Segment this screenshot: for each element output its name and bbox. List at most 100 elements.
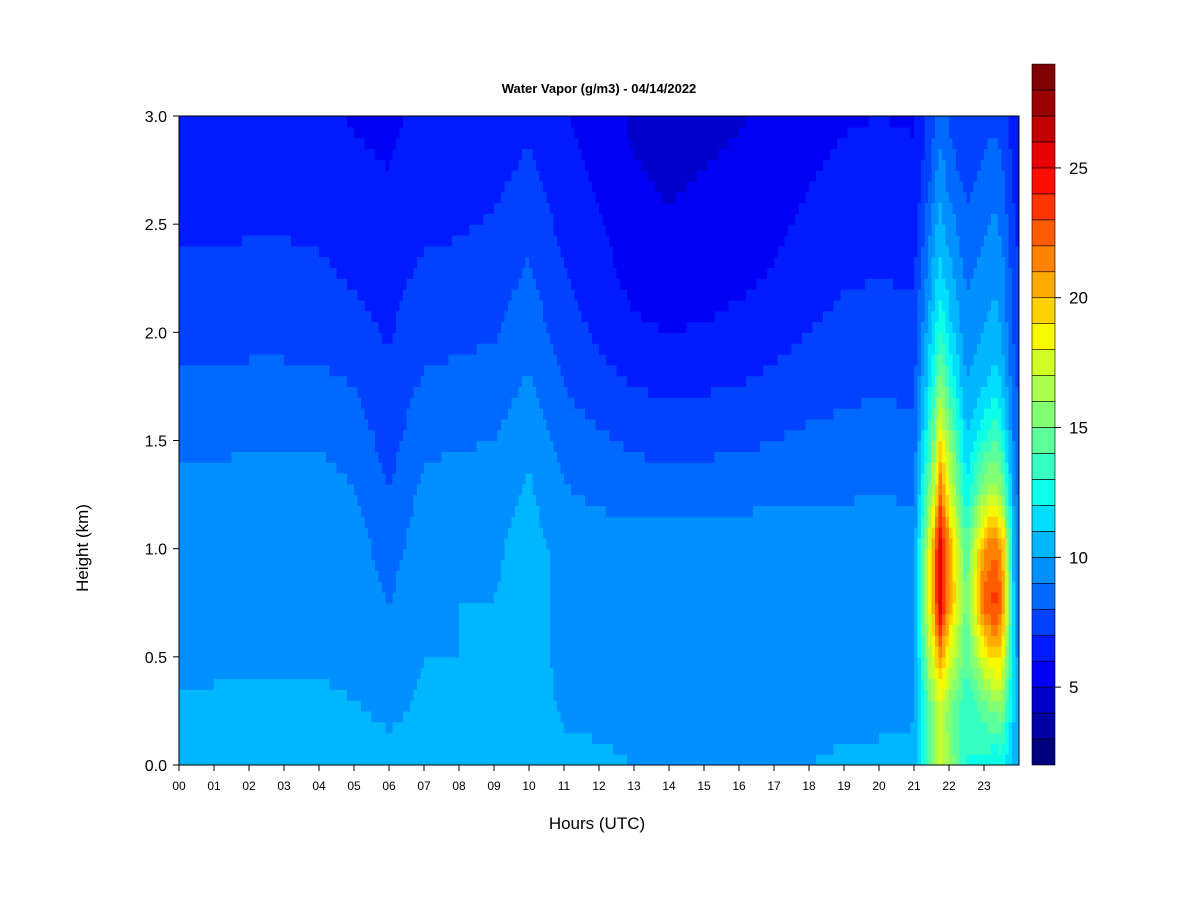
- heatmap-cell: [343, 440, 348, 452]
- heatmap-cell: [385, 700, 390, 712]
- heatmap-cell: [389, 137, 394, 150]
- heatmap-cell: [294, 667, 299, 680]
- heatmap-cell: [186, 364, 191, 377]
- heatmap-cell: [217, 364, 222, 377]
- heatmap-cell: [406, 126, 411, 139]
- heatmap-cell: [210, 180, 215, 193]
- heatmap-cell: [420, 559, 425, 571]
- heatmap-cell: [231, 472, 236, 485]
- heatmap-cell: [245, 548, 250, 561]
- heatmap-cell: [462, 732, 467, 744]
- heatmap-cell: [354, 148, 359, 160]
- heatmap-cell: [396, 472, 401, 485]
- heatmap-cell: [389, 710, 394, 723]
- heatmap-cell: [284, 559, 289, 571]
- heatmap-cell: [273, 462, 278, 474]
- heatmap-cell: [354, 137, 359, 150]
- heatmap-cell: [406, 559, 411, 571]
- heatmap-cell: [455, 191, 460, 204]
- heatmap-cell: [385, 397, 390, 409]
- heatmap-cell: [445, 462, 450, 474]
- heatmap-cell: [445, 310, 450, 323]
- heatmap-cell: [361, 527, 366, 539]
- heatmap-cell: [312, 602, 317, 615]
- heatmap-cell: [343, 375, 348, 388]
- heatmap-cell: [382, 581, 387, 593]
- heatmap-cell: [186, 159, 191, 171]
- heatmap-cell: [375, 191, 380, 204]
- heatmap-cell: [301, 537, 306, 550]
- heatmap-cell: [326, 472, 331, 485]
- heatmap-cell: [378, 667, 383, 680]
- heatmap-cell: [403, 559, 408, 571]
- heatmap-cell: [308, 170, 313, 182]
- heatmap-cell: [438, 234, 443, 247]
- heatmap-cell: [263, 267, 268, 279]
- heatmap-cell: [214, 581, 219, 593]
- heatmap-cell: [392, 213, 397, 225]
- heatmap-cell: [280, 689, 285, 701]
- heatmap-cell: [424, 289, 429, 301]
- heatmap-cell: [448, 180, 453, 193]
- heatmap-cell: [280, 332, 285, 344]
- heatmap-cell: [294, 710, 299, 723]
- heatmap-cell: [364, 570, 369, 582]
- heatmap-cell: [224, 646, 229, 658]
- heatmap-cell: [420, 343, 425, 355]
- heatmap-cell: [221, 591, 226, 604]
- heatmap-cell: [371, 343, 376, 355]
- heatmap-cell: [245, 213, 250, 225]
- heatmap-cell: [333, 462, 338, 474]
- heatmap-cell: [392, 516, 397, 528]
- heatmap-cell: [221, 732, 226, 744]
- heatmap-cell: [403, 505, 408, 517]
- heatmap-cell: [368, 527, 373, 539]
- heatmap-cell: [221, 721, 226, 734]
- heatmap-cell: [305, 418, 310, 431]
- heatmap-cell: [301, 148, 306, 160]
- heatmap-cell: [298, 386, 303, 398]
- heatmap-cell: [186, 408, 191, 420]
- heatmap-cell: [186, 667, 191, 680]
- heatmap-cell: [427, 386, 432, 398]
- heatmap-cell: [266, 418, 271, 431]
- heatmap-cell: [431, 570, 436, 582]
- heatmap-cell: [291, 364, 296, 377]
- heatmap-cell: [287, 137, 292, 150]
- heatmap-cell: [336, 700, 341, 712]
- heatmap-cell: [347, 364, 352, 377]
- heatmap-cell: [368, 159, 373, 171]
- heatmap-cell: [427, 191, 432, 204]
- heatmap-cell: [431, 213, 436, 225]
- heatmap-cell: [336, 656, 341, 669]
- heatmap-cell: [455, 418, 460, 431]
- heatmap-cell: [189, 375, 194, 388]
- heatmap-cell: [235, 375, 240, 388]
- heatmap-cell: [336, 289, 341, 301]
- heatmap-cell: [406, 462, 411, 474]
- heatmap-cell: [214, 126, 219, 139]
- heatmap-cell: [322, 689, 327, 701]
- heatmap-cell: [399, 743, 404, 755]
- heatmap-cell: [340, 213, 345, 225]
- heatmap-cell: [277, 732, 282, 744]
- heatmap-cell: [189, 754, 194, 765]
- heatmap-cell: [441, 494, 446, 506]
- heatmap-cell: [371, 159, 376, 171]
- heatmap-cell: [441, 418, 446, 431]
- heatmap-cell: [396, 689, 401, 701]
- heatmap-cell: [329, 440, 334, 452]
- heatmap-cell: [242, 418, 247, 431]
- heatmap-cell: [224, 245, 229, 258]
- heatmap-cell: [403, 234, 408, 247]
- heatmap-cell: [256, 408, 261, 420]
- heatmap-cell: [406, 332, 411, 344]
- heatmap-cell: [392, 332, 397, 344]
- heatmap-cell: [214, 548, 219, 561]
- heatmap-cell: [340, 537, 345, 550]
- heatmap-cell: [273, 234, 278, 247]
- heatmap-cell: [350, 581, 355, 593]
- heatmap-cell: [427, 234, 432, 247]
- heatmap-cell: [186, 494, 191, 506]
- heatmap-cell: [319, 743, 324, 755]
